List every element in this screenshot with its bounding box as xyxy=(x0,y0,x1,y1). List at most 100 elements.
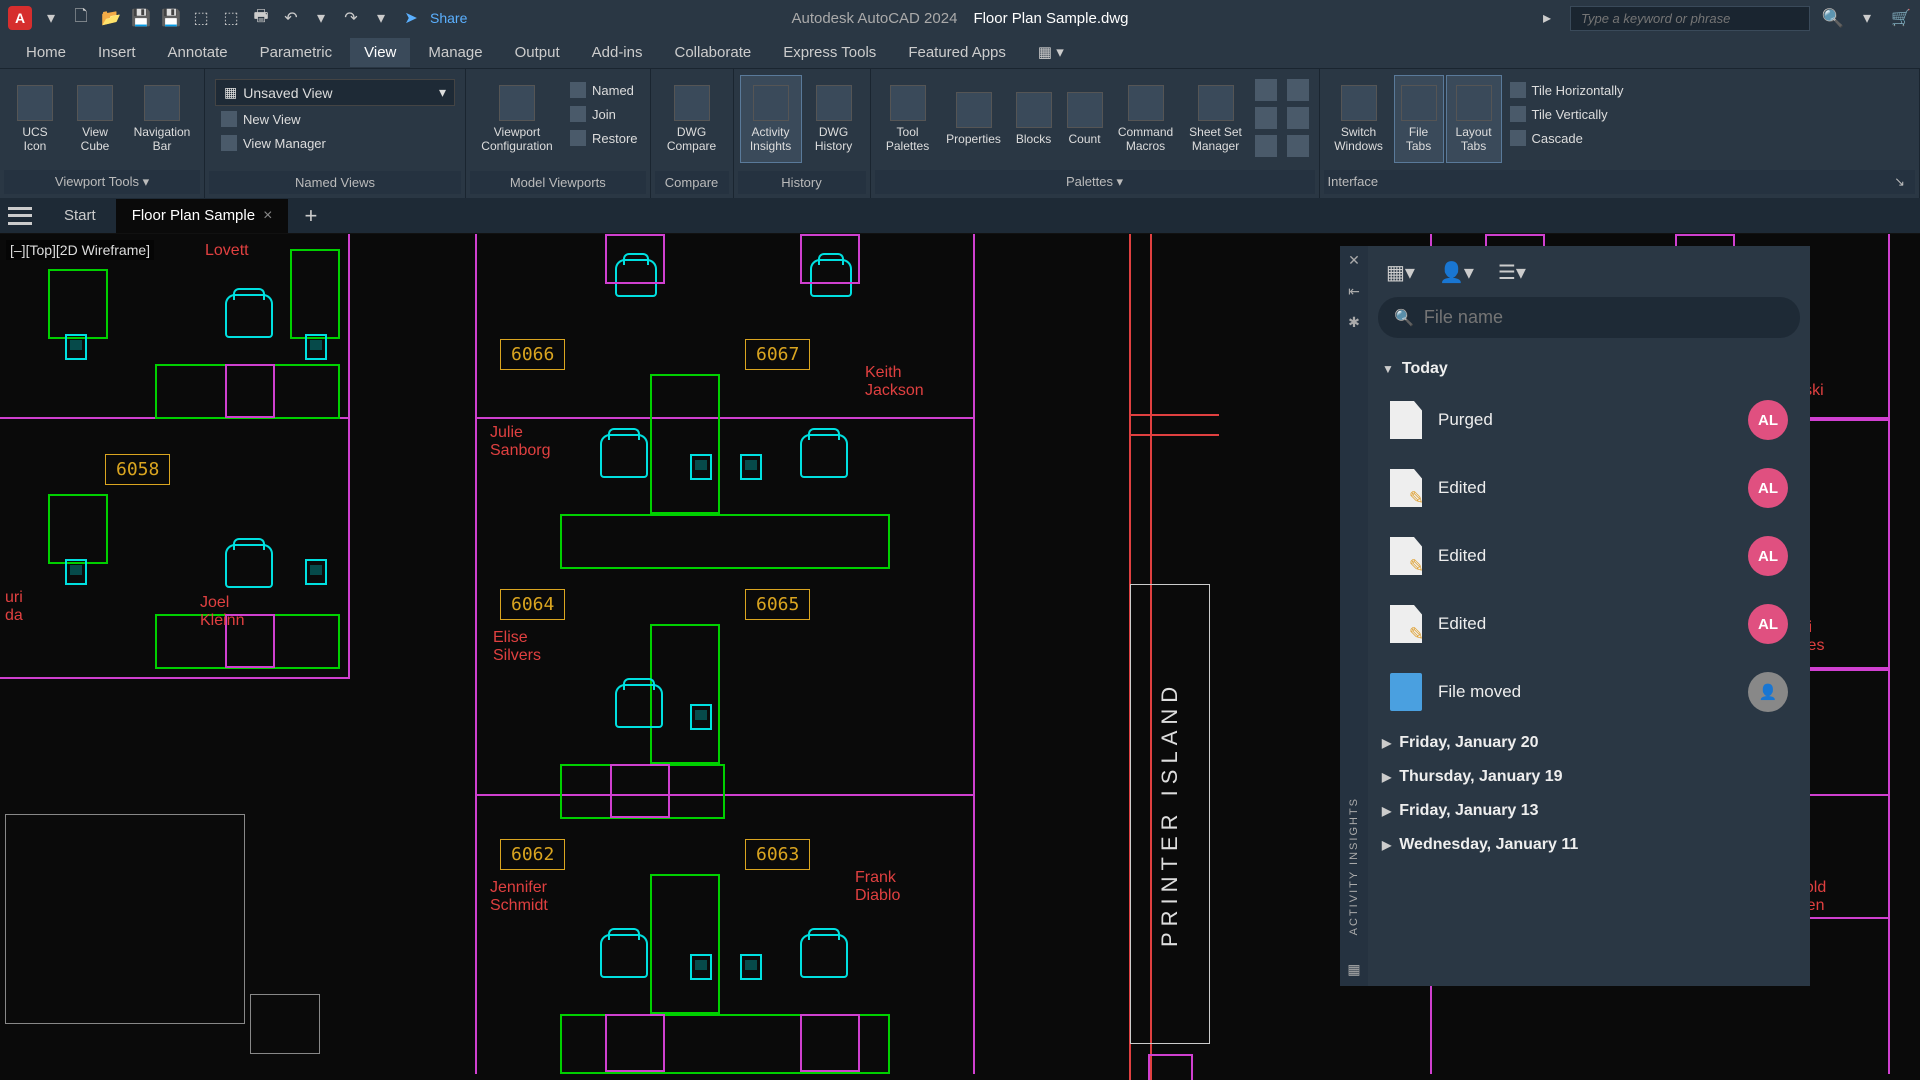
insights-item[interactable]: Edited AL xyxy=(1378,454,1800,522)
user-filter-icon[interactable]: 👤▾ xyxy=(1439,260,1474,285)
tab-extra-icon[interactable]: ▦ ▾ xyxy=(1024,37,1078,67)
tab-start[interactable]: Start xyxy=(48,199,112,232)
print-icon[interactable]: 🖶 xyxy=(250,7,272,29)
redo-icon[interactable]: ↷ xyxy=(340,7,362,29)
dwg-history-button[interactable]: DWGHistory xyxy=(804,75,864,163)
cart-icon[interactable]: 🛒 xyxy=(1890,7,1912,29)
insights-item[interactable]: Edited AL xyxy=(1378,522,1800,590)
group-label[interactable]: Palettes ▾ xyxy=(875,170,1315,194)
share-link[interactable]: Share xyxy=(430,10,467,26)
group-date[interactable]: ▶Wednesday, January 11 xyxy=(1378,828,1800,862)
group-today[interactable]: ▼Today xyxy=(1378,352,1800,386)
tab-home[interactable]: Home xyxy=(12,38,80,67)
blocks-button[interactable]: Blocks xyxy=(1009,75,1059,163)
user-avatar: AL xyxy=(1748,400,1788,440)
group-label[interactable]: History xyxy=(738,171,866,194)
menu-expand-icon[interactable]: ▾ xyxy=(1856,7,1878,29)
tab-collaborate[interactable]: Collaborate xyxy=(660,38,765,67)
save-icon[interactable]: 💾 xyxy=(130,7,152,29)
activity-insights-button[interactable]: ActivityInsights xyxy=(740,75,802,163)
ucs-icon-button[interactable]: UCSIcon xyxy=(6,75,64,163)
sheetset-button[interactable]: Sheet SetManager xyxy=(1183,75,1249,163)
person-name: urida xyxy=(5,589,23,624)
palette-small-6-icon[interactable] xyxy=(1287,135,1309,157)
tab-annotate[interactable]: Annotate xyxy=(154,38,242,67)
navbar-button[interactable]: NavigationBar xyxy=(126,75,198,163)
tile-h-button[interactable]: Tile Horizontally xyxy=(1504,79,1630,101)
room-tag: 6064 xyxy=(500,589,565,620)
viewcube-button[interactable]: ViewCube xyxy=(66,75,124,163)
new-icon[interactable]: 🗋 xyxy=(70,7,92,29)
palette-small-4-icon[interactable] xyxy=(1287,79,1309,101)
palette-small-1-icon[interactable] xyxy=(1255,79,1277,101)
open-icon[interactable]: 📂 xyxy=(100,7,122,29)
tool-palettes-button[interactable]: ToolPalettes xyxy=(877,75,939,163)
item-action: Edited xyxy=(1438,478,1732,498)
switch-windows-button[interactable]: SwitchWindows xyxy=(1326,75,1392,163)
list-view-icon[interactable]: ☰▾ xyxy=(1498,260,1526,285)
saveas-icon[interactable]: 💾 xyxy=(160,7,182,29)
restore-button[interactable]: Restore xyxy=(564,127,644,149)
tab-addins[interactable]: Add-ins xyxy=(578,38,657,67)
file-tabs-button[interactable]: FileTabs xyxy=(1394,75,1444,163)
insights-search[interactable]: 🔍 xyxy=(1378,297,1800,338)
collapse-icon[interactable]: ⇤ xyxy=(1348,283,1360,300)
close-panel-icon[interactable]: ✕ xyxy=(1348,252,1360,269)
tab-floorplan[interactable]: Floor Plan Sample× xyxy=(116,199,289,233)
insights-sidebar: ✕ ⇤ ✱ ACTIVITY INSIGHTS ▦ xyxy=(1340,246,1368,986)
group-date[interactable]: ▶Thursday, January 19 xyxy=(1378,760,1800,794)
search-input[interactable] xyxy=(1570,6,1810,31)
desk xyxy=(650,874,720,1014)
panel-menu-icon[interactable]: ▦ xyxy=(1347,961,1360,978)
tile-v-button[interactable]: Tile Vertically xyxy=(1504,103,1630,125)
palette-small-2-icon[interactable] xyxy=(1255,107,1277,129)
count-button[interactable]: Count xyxy=(1061,75,1109,163)
cloud-save-icon[interactable]: ⬚ xyxy=(220,7,242,29)
close-tab-icon[interactable]: × xyxy=(263,207,272,225)
app-logo[interactable]: A xyxy=(8,6,32,30)
named-button[interactable]: Named xyxy=(564,79,644,101)
insights-item[interactable]: Purged AL xyxy=(1378,386,1800,454)
tab-express[interactable]: Express Tools xyxy=(769,38,890,67)
group-date[interactable]: ▶Friday, January 13 xyxy=(1378,794,1800,828)
group-date[interactable]: ▶Friday, January 20 xyxy=(1378,726,1800,760)
group-label[interactable]: Viewport Tools ▾ xyxy=(4,170,200,194)
tab-manage[interactable]: Manage xyxy=(414,38,496,67)
share-icon[interactable]: ➤ xyxy=(400,7,422,29)
properties-button[interactable]: Properties xyxy=(941,75,1007,163)
settings-icon[interactable]: ✱ xyxy=(1348,314,1360,331)
view-dropdown[interactable]: ▦Unsaved View▾ xyxy=(215,79,455,106)
cascade-button[interactable]: Cascade xyxy=(1504,127,1630,149)
command-macros-button[interactable]: CommandMacros xyxy=(1111,75,1181,163)
undo-icon[interactable]: ↶ xyxy=(280,7,302,29)
palette-small-3-icon[interactable] xyxy=(1255,135,1277,157)
new-view-button[interactable]: New View xyxy=(215,108,455,130)
search-expand-icon[interactable]: ▸ xyxy=(1536,7,1558,29)
cloud-open-icon[interactable]: ⬚ xyxy=(190,7,212,29)
tab-output[interactable]: Output xyxy=(501,38,574,67)
user-avatar: AL xyxy=(1748,468,1788,508)
undo-drop-icon[interactable]: ▾ xyxy=(310,7,332,29)
vp-config-button[interactable]: ViewportConfiguration xyxy=(472,75,562,163)
device xyxy=(305,334,327,360)
redo-drop-icon[interactable]: ▾ xyxy=(370,7,392,29)
layout-tabs-button[interactable]: LayoutTabs xyxy=(1446,75,1502,163)
panel-title: ACTIVITY INSIGHTS xyxy=(1348,797,1360,935)
item-action: Edited xyxy=(1438,546,1732,566)
view-manager-button[interactable]: View Manager xyxy=(215,132,455,154)
dwg-compare-button[interactable]: DWGCompare xyxy=(657,75,727,163)
hamburger-icon[interactable] xyxy=(8,207,32,225)
add-tab-button[interactable]: + xyxy=(292,203,329,229)
insights-item[interactable]: File moved 👤 xyxy=(1378,658,1800,726)
tab-parametric[interactable]: Parametric xyxy=(246,38,347,67)
tab-featured[interactable]: Featured Apps xyxy=(894,38,1020,67)
grid-view-icon[interactable]: ▦▾ xyxy=(1386,260,1415,285)
insights-item[interactable]: Edited AL xyxy=(1378,590,1800,658)
dropdown-icon[interactable]: ▾ xyxy=(40,7,62,29)
tab-view[interactable]: View xyxy=(350,38,410,67)
file-search-input[interactable] xyxy=(1424,307,1784,328)
join-button[interactable]: Join xyxy=(564,103,644,125)
search-icon[interactable]: 🔍 xyxy=(1822,7,1844,29)
palette-small-5-icon[interactable] xyxy=(1287,107,1309,129)
tab-insert[interactable]: Insert xyxy=(84,38,150,67)
